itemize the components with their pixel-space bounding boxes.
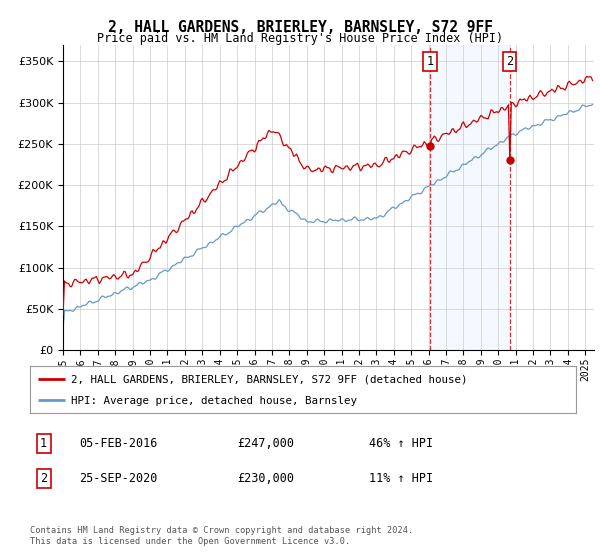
Text: Price paid vs. HM Land Registry's House Price Index (HPI): Price paid vs. HM Land Registry's House … [97,32,503,45]
Text: 46% ↑ HPI: 46% ↑ HPI [368,437,433,450]
Text: 2: 2 [506,55,514,68]
Text: HPI: Average price, detached house, Barnsley: HPI: Average price, detached house, Barn… [71,396,357,406]
Bar [430,45,510,350]
Text: 1: 1 [40,437,47,450]
Text: £247,000: £247,000 [238,437,295,450]
Text: 2, HALL GARDENS, BRIERLEY, BARNSLEY, S72 9FF: 2, HALL GARDENS, BRIERLEY, BARNSLEY, S72… [107,20,493,35]
Text: 25-SEP-2020: 25-SEP-2020 [79,472,158,485]
Text: 2, HALL GARDENS, BRIERLEY, BARNSLEY, S72 9FF (detached house): 2, HALL GARDENS, BRIERLEY, BARNSLEY, S72… [71,374,467,384]
Text: 11% ↑ HPI: 11% ↑ HPI [368,472,433,485]
Text: Contains HM Land Registry data © Crown copyright and database right 2024.
This d: Contains HM Land Registry data © Crown c… [30,526,413,546]
Text: 05-FEB-2016: 05-FEB-2016 [79,437,158,450]
Text: 2: 2 [40,472,47,485]
Text: 1: 1 [427,55,434,68]
Text: £230,000: £230,000 [238,472,295,485]
